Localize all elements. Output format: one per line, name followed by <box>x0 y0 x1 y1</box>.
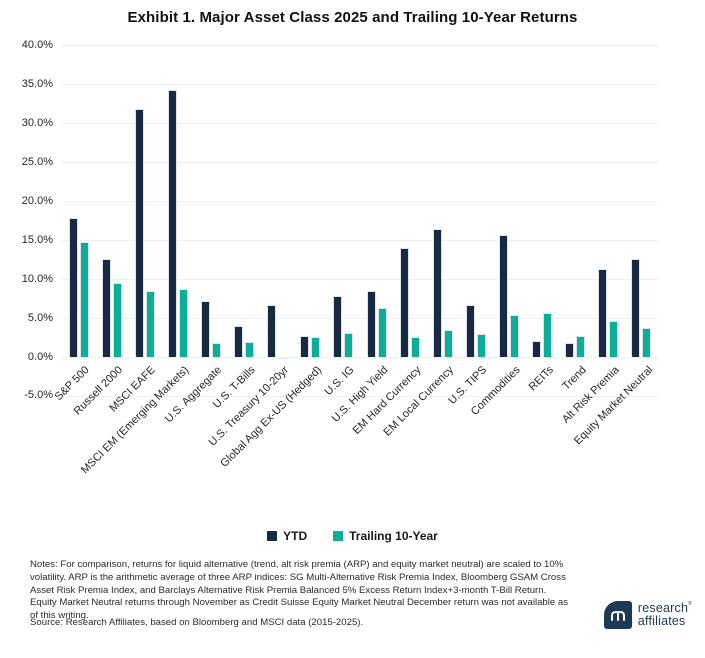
grid-line <box>62 240 658 242</box>
y-axis-tick-label: -5.0% <box>24 389 53 402</box>
bar-ytd <box>399 247 409 358</box>
bar-trailing-10-year <box>311 337 321 358</box>
bar-ytd <box>366 291 376 358</box>
y-axis-tick-label: 30.0% <box>21 116 53 129</box>
y-axis-tick-label: 15.0% <box>21 233 53 246</box>
bar-trailing-10-year <box>543 313 553 358</box>
x-category-label-text: Trend <box>560 364 589 393</box>
logo-line1: research <box>637 600 689 615</box>
bar-chart: 40.0% 35.0% 30.0% 25.0% 20.0% 15.0% 10.0% 5.0% 0… <box>21 38 658 476</box>
bar-trailing-10-year <box>245 341 255 358</box>
bar-ytd <box>201 301 210 358</box>
bar-ytd <box>167 89 177 358</box>
x-category-label-text: REITs <box>526 364 556 394</box>
bar-trailing-10-year <box>145 290 155 358</box>
y-axis-tick-label: 20.0% <box>21 194 53 207</box>
bar-trailing-10-year <box>642 327 652 358</box>
y-axis-tick-label: 35.0% <box>21 77 53 90</box>
grid-line <box>62 395 658 397</box>
grid-line <box>62 357 658 358</box>
grid-line <box>62 123 658 125</box>
bar-ytd <box>68 218 78 358</box>
legend-label-trailing-10-year: Trailing 10-Year <box>349 529 438 543</box>
chart-title: Exhibit 1. Major Asset Class 2025 and Tr… <box>127 9 578 26</box>
bar-ytd <box>499 235 508 358</box>
bar-trailing-10-year <box>178 288 188 358</box>
source-text: Source: Research Affiliates, based on Bl… <box>30 617 364 628</box>
bar-trailing-10-year <box>510 314 519 358</box>
bar-trailing-10-year <box>278 357 288 360</box>
y-axis-tick-label: 0.0% <box>27 350 53 363</box>
notes-text: Notes: For comparison, returns for liqui… <box>30 559 569 621</box>
y-axis-tick-label: 25.0% <box>21 155 53 168</box>
bar-trailing-10-year <box>609 320 619 358</box>
legend-item-ytd: YTD <box>267 529 307 543</box>
bar-trailing-10-year <box>476 334 486 358</box>
legend-item-trailing-10-year: Trailing 10-Year <box>333 529 438 543</box>
bar-trailing-10-year <box>377 307 387 358</box>
legend-label-ytd: YTD <box>283 529 308 543</box>
grid-line <box>62 201 658 203</box>
bar-ytd <box>631 259 641 358</box>
bar-trailing-10-year <box>576 335 586 358</box>
grid-line <box>62 84 658 86</box>
research-affiliates-logo: research® affiliates <box>603 600 692 629</box>
bar-ytd <box>300 335 310 358</box>
grid-line <box>62 45 658 47</box>
bar-ytd <box>432 228 442 358</box>
bar-ytd <box>565 343 575 358</box>
ytd-swatch-icon <box>267 531 278 541</box>
bar-ytd <box>598 268 608 358</box>
bar-ytd <box>267 305 277 358</box>
bar-trailing-10-year <box>344 332 354 358</box>
bar-ytd <box>134 108 144 358</box>
bar-ytd <box>101 258 111 358</box>
chart-legend: YTD Trailing 10-Year <box>0 529 705 543</box>
logo-line2: affiliates <box>637 614 686 628</box>
bar-ytd <box>532 341 542 358</box>
y-axis-tick-label: 5.0% <box>27 311 53 324</box>
bar-ytd <box>333 295 343 358</box>
grid-line <box>62 279 658 281</box>
bar-trailing-10-year <box>79 242 89 358</box>
grid-line <box>62 318 658 320</box>
trademark-icon: ® <box>688 600 692 607</box>
double-arch-glyph-icon <box>610 610 625 621</box>
y-axis-tick-label: 10.0% <box>21 272 53 285</box>
grid-line <box>62 162 658 164</box>
bar-ytd <box>234 326 244 358</box>
y-axis-tick-label: 40.0% <box>21 38 53 51</box>
bar-ytd <box>465 304 475 358</box>
bar-trailing-10-year <box>112 282 122 358</box>
research-affiliates-logo-mark-icon <box>603 601 632 629</box>
bar-trailing-10-year <box>443 330 453 358</box>
bar-trailing-10-year <box>212 343 221 358</box>
trailing-10-year-swatch-icon <box>333 531 344 541</box>
research-affiliates-logo-text: research® affiliates <box>637 600 692 628</box>
bar-trailing-10-year <box>410 337 420 358</box>
